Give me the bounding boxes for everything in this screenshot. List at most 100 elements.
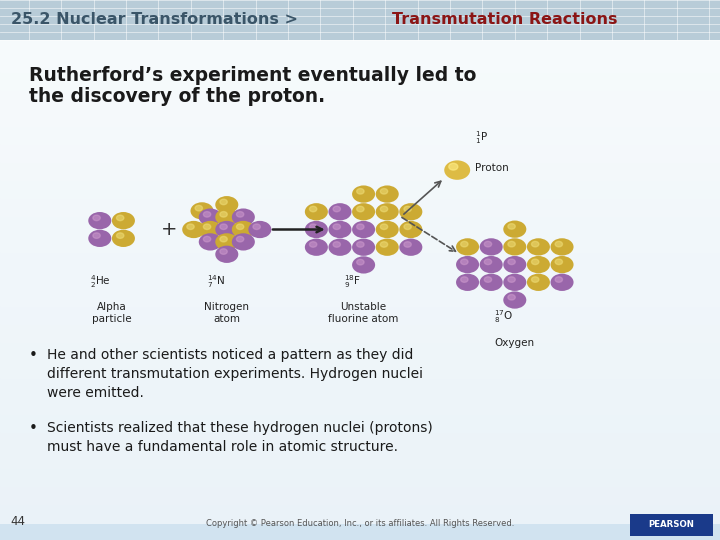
Circle shape [551,256,574,273]
Bar [0,216,720,234]
Bar [0,144,720,162]
Circle shape [551,238,574,255]
Circle shape [112,230,135,247]
Circle shape [380,206,387,212]
Circle shape [503,274,526,291]
Circle shape [527,256,550,273]
Bar [0,72,720,90]
Bar [0,198,720,216]
Circle shape [305,221,328,238]
Circle shape [89,230,112,247]
Bar [0,180,720,198]
Text: 25.2 Nuclear Transformations >: 25.2 Nuclear Transformations > [11,12,303,28]
Circle shape [352,203,375,220]
Bar [0,324,720,342]
Circle shape [531,259,539,265]
Circle shape [376,203,399,220]
Circle shape [456,238,479,255]
Circle shape [220,199,228,205]
Circle shape [220,237,228,242]
Text: •: • [29,348,37,363]
Bar [0,306,720,324]
Circle shape [186,224,194,230]
Circle shape [310,242,317,247]
Circle shape [444,160,470,180]
Circle shape [449,163,458,170]
Circle shape [456,256,479,273]
Circle shape [527,274,550,291]
Circle shape [199,221,222,238]
Circle shape [328,239,351,256]
Bar [0,36,720,54]
Circle shape [195,205,202,211]
Text: Proton: Proton [475,163,509,173]
Circle shape [93,215,100,221]
Circle shape [508,294,516,300]
Bar [0,522,720,540]
Circle shape [333,224,341,230]
Text: Rutherford’s experiment eventually led to: Rutherford’s experiment eventually led t… [29,66,476,85]
Circle shape [232,208,255,226]
Circle shape [508,277,516,282]
Circle shape [555,259,562,265]
Circle shape [215,221,238,238]
Circle shape [117,215,124,221]
Circle shape [220,212,228,217]
Circle shape [356,259,364,265]
Circle shape [89,212,112,230]
Circle shape [400,239,423,256]
Circle shape [253,224,261,230]
Bar [0,126,720,144]
Bar [0,468,720,486]
Bar [0,252,720,270]
Circle shape [191,202,214,220]
Circle shape [203,212,211,217]
Bar [0,378,720,396]
Circle shape [461,241,468,247]
Text: Alpha
particle: Alpha particle [91,302,132,325]
Circle shape [380,188,387,194]
Circle shape [220,224,228,230]
Circle shape [480,256,503,273]
Bar [0,90,720,108]
Bar [0,270,720,288]
Text: Copyright © Pearson Education, Inc., or its affiliates. All Rights Reserved.: Copyright © Pearson Education, Inc., or … [206,519,514,528]
Circle shape [555,241,562,247]
Bar [0,450,720,468]
Bar [0,360,720,378]
Circle shape [508,224,516,229]
Circle shape [503,292,526,309]
Text: Transmutation Reactions: Transmutation Reactions [392,12,618,28]
Circle shape [182,221,205,238]
Text: PEARSON: PEARSON [648,521,694,529]
Bar [0,432,720,450]
Circle shape [333,242,341,247]
Circle shape [203,224,211,230]
Circle shape [531,277,539,282]
Text: Oxygen: Oxygen [495,338,535,348]
Bar [0,234,720,252]
Text: $^{1}_{1}$P: $^{1}_{1}$P [475,129,488,146]
Circle shape [333,206,341,212]
Circle shape [376,239,399,256]
Circle shape [199,233,222,251]
Circle shape [112,212,135,230]
Circle shape [480,274,503,291]
Circle shape [555,277,562,282]
Bar [0,414,720,432]
Text: $^{17}_{8}$O: $^{17}_{8}$O [495,308,513,325]
Circle shape [352,239,375,256]
Circle shape [400,203,423,220]
Bar [0,0,720,18]
Text: •: • [29,421,37,436]
Circle shape [220,249,228,254]
Circle shape [215,196,238,213]
Bar [0,486,720,504]
Circle shape [456,274,479,291]
Text: Unstable
fluorine atom: Unstable fluorine atom [328,302,399,325]
Circle shape [404,206,411,212]
Text: 44: 44 [11,515,26,528]
Circle shape [356,224,364,230]
Bar [0,108,720,126]
Circle shape [527,238,550,255]
